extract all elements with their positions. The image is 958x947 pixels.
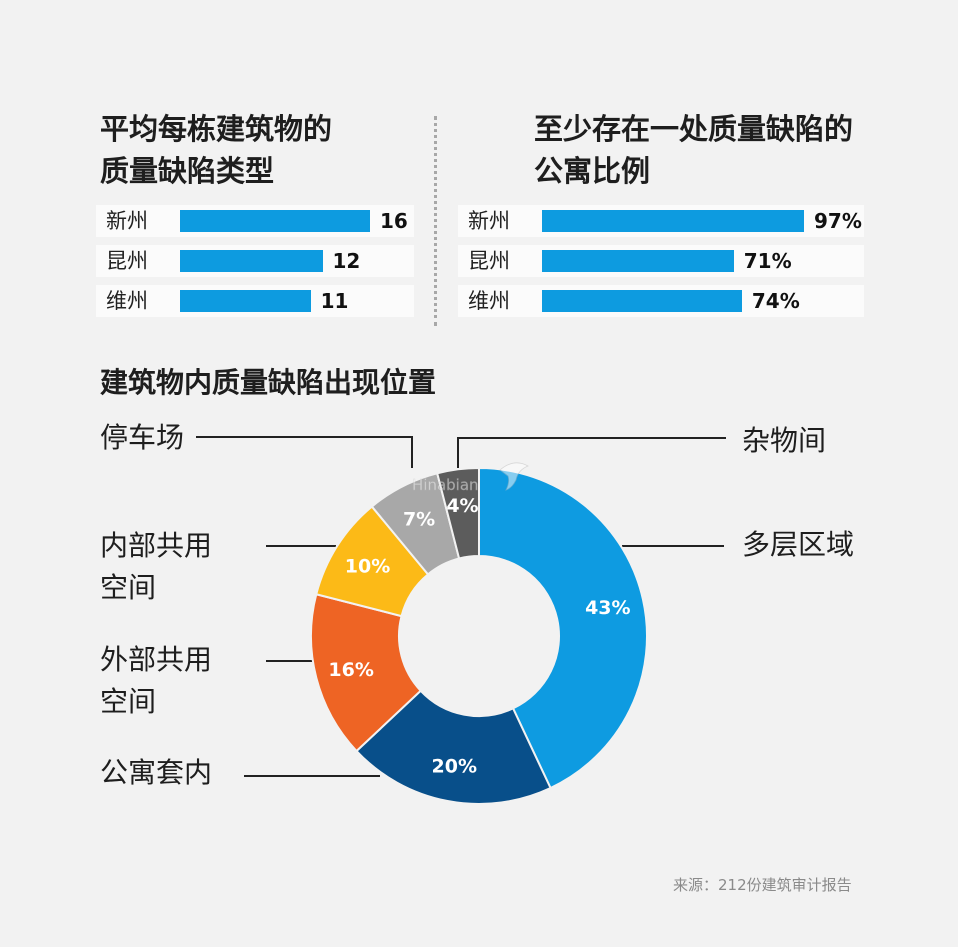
panel-2-title: 至少存在一处质量缺陷的 公寓比例 xyxy=(534,108,853,192)
bar-category-label: 新州 xyxy=(468,209,510,233)
source-note: 来源：212份建筑审计报告 xyxy=(673,876,852,894)
callout-storage: 杂物间 xyxy=(742,424,827,457)
panel-1-title-line-2: 质量缺陷类型 xyxy=(100,154,275,188)
bar-category-label: 昆州 xyxy=(106,249,148,273)
callout-internal-common: 内部共用 空间 xyxy=(100,525,212,609)
bar-value-label: 74% xyxy=(751,289,800,313)
bar-category-label: 昆州 xyxy=(468,249,510,273)
leader-storage xyxy=(457,437,726,468)
callout-internal-common-line-2: 空间 xyxy=(100,571,157,604)
callout-parking: 停车场 xyxy=(100,421,185,454)
donut-value-label: 10% xyxy=(345,555,390,577)
bar-category-label: 新州 xyxy=(106,209,148,233)
bar-value-label: 16 xyxy=(380,209,408,233)
bar-row: 新州 16 xyxy=(96,205,414,237)
donut-value-label: 7% xyxy=(403,508,435,530)
panel-1-title: 平均每栋建筑物的 质量缺陷类型 xyxy=(100,108,332,192)
callout-multilevel: 多层区域 xyxy=(742,528,855,561)
bar-category-label: 维州 xyxy=(106,289,148,313)
donut-value-label: 4% xyxy=(446,495,478,517)
bar xyxy=(542,250,734,272)
bar-row: 维州 74% xyxy=(458,285,864,317)
donut-title: 建筑物内质量缺陷出现位置 xyxy=(100,366,437,399)
callout-apartment: 公寓套内 xyxy=(100,756,213,789)
leader-parking xyxy=(196,436,413,468)
watermark-logo-icon xyxy=(499,462,529,491)
bar-row: 昆州 71% xyxy=(458,245,864,277)
donut-slice xyxy=(355,689,552,805)
bar xyxy=(542,290,742,312)
bar-category-label: 维州 xyxy=(468,289,510,313)
donut-value-label: 20% xyxy=(432,756,477,778)
leader-lines xyxy=(196,436,726,777)
panel-2-title-line-1: 至少存在一处质量缺陷的 xyxy=(534,112,854,146)
callout-external-common-line-1: 外部共用 xyxy=(100,643,213,676)
panel-divider xyxy=(434,116,437,326)
callout-external-common: 外部共用 空间 xyxy=(100,639,212,723)
bar-value-label: 71% xyxy=(743,249,792,273)
watermark-text: Hinabian xyxy=(412,476,479,494)
bar-value-label: 11 xyxy=(320,289,349,313)
callout-external-common-line-2: 空间 xyxy=(100,685,157,718)
bar-row: 昆州 12 xyxy=(96,245,414,277)
bar xyxy=(542,210,804,232)
bar-value-label: 97% xyxy=(814,209,862,233)
watermark: Hinabian xyxy=(412,462,529,494)
donut-slices: 43% 20% 16% 10% 7% 4% xyxy=(310,466,648,805)
bar-row: 维州 11 xyxy=(96,285,414,317)
panel-1-title-line-1: 平均每栋建筑物的 xyxy=(100,112,333,146)
donut-value-label: 16% xyxy=(328,659,373,681)
donut-value-label: 43% xyxy=(585,597,630,619)
callout-internal-common-line-1: 内部共用 xyxy=(100,529,213,562)
donut-slice xyxy=(478,466,648,790)
bar xyxy=(180,210,370,232)
bar xyxy=(180,290,311,312)
donut-slice xyxy=(310,593,423,753)
bar-row: 新州 97% xyxy=(458,205,864,237)
panel-2-title-line-2: 公寓比例 xyxy=(534,154,651,188)
bar xyxy=(180,250,323,272)
bar-value-label: 12 xyxy=(332,249,361,273)
donut-slice xyxy=(436,466,480,560)
